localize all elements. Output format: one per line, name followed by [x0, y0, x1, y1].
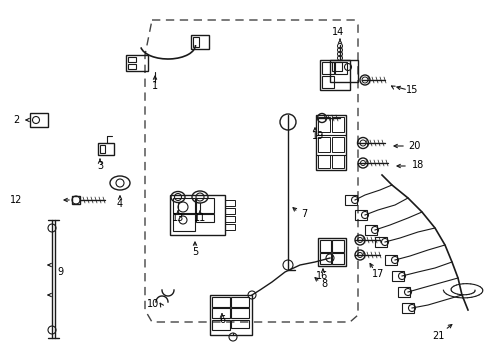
- Bar: [391, 271, 403, 281]
- Text: 7: 7: [300, 209, 306, 219]
- Bar: [345, 195, 356, 205]
- Bar: [224, 224, 235, 230]
- Bar: [224, 208, 235, 214]
- Bar: [196, 214, 214, 222]
- Bar: [212, 320, 229, 330]
- Bar: [334, 62, 346, 74]
- Text: 3: 3: [97, 161, 103, 171]
- Text: 8: 8: [320, 279, 326, 289]
- Bar: [331, 240, 343, 252]
- Bar: [212, 308, 229, 318]
- Text: 10: 10: [146, 299, 159, 309]
- Bar: [317, 137, 329, 152]
- Bar: [173, 214, 195, 231]
- Bar: [321, 62, 333, 74]
- Bar: [224, 200, 235, 206]
- Bar: [230, 297, 248, 307]
- Text: 1: 1: [152, 81, 158, 91]
- Bar: [170, 195, 224, 235]
- Text: 16: 16: [315, 271, 327, 281]
- Text: 20: 20: [407, 141, 419, 151]
- Text: 19: 19: [311, 131, 324, 141]
- Bar: [319, 253, 330, 264]
- Text: 15: 15: [405, 85, 417, 95]
- Bar: [401, 303, 413, 313]
- Text: 6: 6: [219, 315, 224, 325]
- Bar: [331, 253, 343, 264]
- Bar: [315, 115, 346, 170]
- Bar: [331, 117, 343, 132]
- Bar: [100, 145, 105, 153]
- Text: 18: 18: [411, 160, 423, 170]
- Bar: [319, 60, 349, 90]
- Bar: [126, 55, 148, 71]
- Text: 4: 4: [117, 199, 123, 209]
- Text: 11: 11: [193, 213, 206, 223]
- Bar: [30, 113, 48, 127]
- Bar: [193, 37, 199, 47]
- Text: 14: 14: [331, 27, 344, 37]
- Bar: [364, 225, 376, 235]
- Text: 17: 17: [371, 269, 384, 279]
- Bar: [321, 76, 333, 88]
- Text: 2: 2: [13, 115, 19, 125]
- Text: 21: 21: [431, 331, 443, 341]
- Text: 5: 5: [191, 247, 198, 257]
- Bar: [72, 196, 80, 204]
- Bar: [191, 35, 208, 49]
- Bar: [230, 308, 248, 318]
- Bar: [354, 210, 366, 220]
- Text: 12: 12: [10, 195, 22, 205]
- Bar: [317, 238, 346, 266]
- Bar: [331, 62, 341, 71]
- Bar: [317, 117, 329, 132]
- Bar: [212, 297, 229, 307]
- Bar: [128, 57, 136, 62]
- Bar: [319, 240, 330, 252]
- Bar: [317, 155, 329, 168]
- Text: 13: 13: [171, 213, 184, 223]
- Bar: [128, 64, 136, 69]
- Text: 9: 9: [57, 267, 63, 277]
- Bar: [397, 287, 409, 297]
- Bar: [173, 198, 195, 213]
- Bar: [98, 143, 114, 155]
- Bar: [329, 60, 357, 82]
- Bar: [209, 295, 251, 335]
- Bar: [374, 237, 386, 247]
- Bar: [384, 255, 396, 265]
- Bar: [331, 155, 343, 168]
- Bar: [331, 137, 343, 152]
- Bar: [224, 216, 235, 222]
- Bar: [230, 320, 248, 328]
- Bar: [196, 198, 214, 213]
